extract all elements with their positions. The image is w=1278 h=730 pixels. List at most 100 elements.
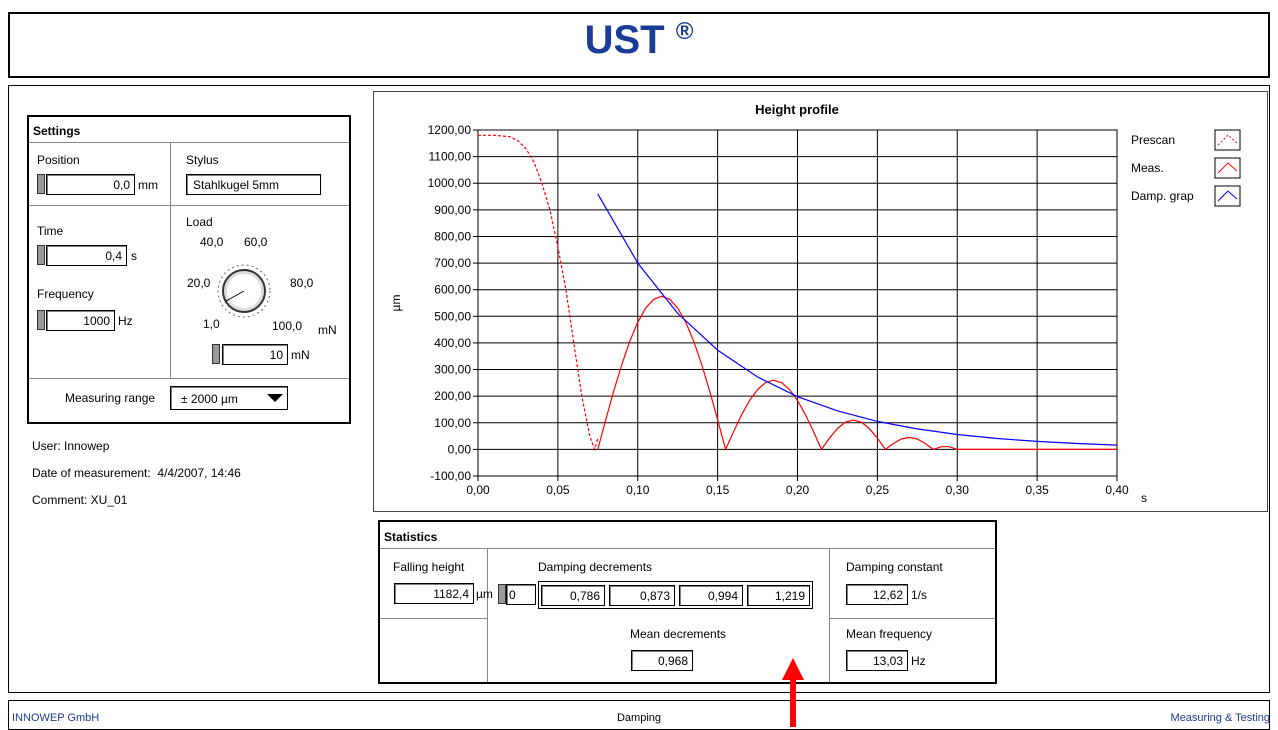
legend-label: Damp. grap bbox=[1131, 189, 1194, 203]
dropdown-arrow[interactable] bbox=[266, 393, 284, 403]
legend-swatch bbox=[1214, 157, 1241, 179]
y-tick-label: 700,00 bbox=[434, 256, 471, 270]
footer-right: Measuring & Testing bbox=[1170, 712, 1270, 724]
legend-line bbox=[1217, 134, 1238, 146]
legend-label: Prescan bbox=[1131, 133, 1175, 147]
label: Position bbox=[37, 153, 80, 167]
x-tick-label: 0,10 bbox=[626, 483, 650, 497]
x-tick-label: 0,35 bbox=[1025, 483, 1049, 497]
label: Damping constant bbox=[846, 560, 943, 574]
unit: Hz bbox=[911, 654, 926, 668]
y-tick-label: 300,00 bbox=[434, 363, 471, 377]
legend-line bbox=[1217, 162, 1238, 174]
dial-label: 20,0 bbox=[187, 276, 211, 290]
spin[interactable] bbox=[212, 344, 220, 364]
unit: mm bbox=[138, 178, 158, 192]
arrow-shaft bbox=[790, 679, 796, 727]
chart-title: Height profile bbox=[755, 102, 839, 117]
unit: 1/s bbox=[911, 588, 928, 602]
dial-label: 100,0 bbox=[272, 319, 303, 333]
divider bbox=[29, 142, 349, 143]
header bbox=[8, 12, 1270, 78]
series-line bbox=[597, 295, 1117, 452]
settings-title: Settings bbox=[33, 124, 81, 138]
spin[interactable] bbox=[498, 584, 506, 604]
x-tick-label: 0,25 bbox=[866, 483, 890, 497]
y-tick-label: 500,00 bbox=[434, 309, 471, 323]
divider bbox=[29, 378, 349, 379]
unit: mN bbox=[291, 348, 310, 362]
stylus-field[interactable]: Stahlkugel 5mm bbox=[186, 174, 321, 195]
label: Mean frequency bbox=[846, 627, 933, 641]
y-tick-label: 400,00 bbox=[434, 336, 471, 350]
chart-panel bbox=[373, 91, 1268, 512]
divider bbox=[487, 548, 488, 682]
dial-label: 80,0 bbox=[290, 276, 314, 290]
triangle bbox=[267, 394, 283, 402]
x-tick-label: 0,30 bbox=[946, 483, 970, 497]
label: Frequency bbox=[37, 287, 94, 301]
legend-swatch bbox=[1214, 129, 1241, 151]
divider bbox=[29, 205, 349, 206]
dial-label: 40,0 bbox=[200, 235, 224, 249]
range-dropdown[interactable]: ± 2000 µm bbox=[170, 386, 288, 410]
decrement-field: 0,786 bbox=[541, 585, 605, 606]
label: Mean decrements bbox=[630, 627, 727, 641]
dial-needle bbox=[225, 290, 245, 302]
x-tick-label: 0,20 bbox=[786, 483, 810, 497]
x-axis-label: s bbox=[1141, 491, 1147, 505]
mean-decrements-field: 0,968 bbox=[631, 650, 693, 671]
mean-frequency-field: 13,03 bbox=[846, 650, 908, 671]
divider bbox=[380, 618, 487, 619]
index-field[interactable]: 0 bbox=[506, 584, 536, 605]
title: UST bbox=[584, 18, 665, 62]
damping-constant-field: 12,62 bbox=[846, 584, 908, 605]
decrement-field: 0,873 bbox=[609, 585, 675, 606]
time-field[interactable]: 0,4 bbox=[46, 245, 127, 266]
label: Time bbox=[37, 224, 64, 238]
legend-label: Meas. bbox=[1131, 161, 1164, 175]
position-field[interactable]: 0,0 bbox=[46, 174, 135, 195]
y-tick-label: 600,00 bbox=[434, 283, 471, 297]
info-user: User: Innowep bbox=[32, 439, 110, 453]
chart: Height profile µm s -100,000,00100,00200… bbox=[389, 102, 1241, 505]
y-tick-label: 0,00 bbox=[448, 442, 472, 456]
falling-height-field[interactable]: 1182,4 bbox=[394, 583, 474, 604]
legend-swatch bbox=[1214, 185, 1241, 207]
label: Load bbox=[186, 215, 213, 229]
divider bbox=[829, 618, 995, 619]
legend-line bbox=[1217, 190, 1238, 202]
y-axis-label: µm bbox=[389, 295, 403, 312]
statistics-panel bbox=[378, 520, 997, 684]
y-tick-label: 800,00 bbox=[434, 229, 471, 243]
load-dial[interactable] bbox=[215, 262, 273, 320]
label: Damping decrements bbox=[538, 560, 653, 574]
spin[interactable] bbox=[37, 174, 45, 194]
divider bbox=[829, 548, 830, 682]
label: Measuring range bbox=[65, 391, 156, 405]
spin[interactable] bbox=[37, 310, 45, 330]
y-tick-label: -100,00 bbox=[430, 469, 471, 483]
dial-label: 1,0 bbox=[203, 317, 220, 331]
main-panel bbox=[8, 85, 1270, 693]
settings-panel bbox=[27, 115, 351, 424]
info-date: Date of measurement: 4/4/2007, 14:46 bbox=[32, 466, 241, 480]
series-line bbox=[597, 193, 1118, 446]
frequency-field[interactable]: 1000 bbox=[46, 310, 115, 331]
unit: s bbox=[131, 249, 137, 263]
decrement-field: 1,219 bbox=[747, 585, 810, 606]
y-tick-label: 1200,00 bbox=[428, 123, 472, 137]
divider bbox=[380, 548, 995, 549]
dial-label: 60,0 bbox=[244, 235, 268, 249]
x-tick-label: 0,15 bbox=[706, 483, 730, 497]
load-field[interactable]: 10 bbox=[222, 344, 288, 365]
header-title: UST ® bbox=[0, 18, 1278, 63]
label: Falling height bbox=[393, 560, 465, 574]
registered: ® bbox=[675, 18, 694, 45]
footer-center: Damping bbox=[616, 712, 662, 724]
y-tick-label: 100,00 bbox=[434, 416, 471, 430]
unit: Hz bbox=[118, 314, 133, 328]
spin[interactable] bbox=[37, 245, 45, 265]
unit: mN bbox=[318, 323, 337, 337]
